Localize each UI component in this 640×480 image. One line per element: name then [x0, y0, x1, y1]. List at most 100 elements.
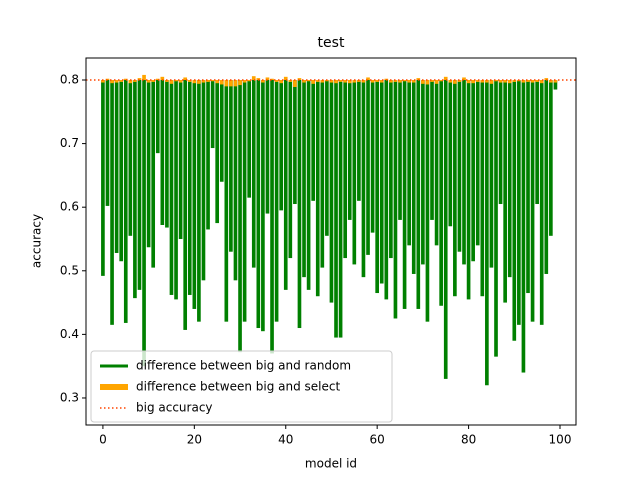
x-tick-label: 40 — [278, 433, 293, 447]
bar — [430, 80, 434, 82]
bar — [315, 80, 320, 82]
bar — [361, 80, 366, 278]
legend-label: difference between big and random — [136, 359, 351, 373]
bar — [270, 80, 274, 354]
bar — [261, 80, 265, 83]
bar — [475, 80, 480, 82]
bar — [279, 80, 284, 211]
y-axis-label: accuracy — [30, 214, 44, 268]
bar — [384, 80, 389, 300]
bar — [242, 80, 247, 83]
bar — [256, 78, 261, 81]
bar — [197, 80, 201, 84]
y-tick-label: 0.5 — [60, 263, 79, 277]
bar — [247, 80, 252, 82]
bar — [274, 80, 279, 82]
bar — [443, 76, 448, 81]
bar — [210, 80, 215, 149]
bar — [347, 80, 352, 84]
bar — [398, 80, 402, 83]
bar — [530, 80, 535, 322]
bar — [174, 80, 178, 300]
bar — [402, 80, 407, 82]
bar — [389, 80, 393, 259]
bar — [366, 80, 370, 255]
bar — [320, 80, 325, 268]
bar — [192, 80, 197, 84]
y-tick-label: 0.4 — [60, 327, 79, 341]
bar — [430, 80, 434, 220]
x-tick-label: 60 — [370, 433, 385, 447]
bar — [407, 80, 411, 83]
bar — [521, 80, 526, 83]
bar — [489, 80, 494, 268]
bar — [133, 80, 137, 299]
bar — [251, 76, 256, 81]
bar — [165, 80, 169, 82]
bar — [398, 80, 402, 220]
bar — [521, 80, 526, 373]
bar — [553, 80, 558, 83]
bar — [261, 80, 265, 332]
bar — [311, 80, 316, 201]
bar — [425, 80, 430, 322]
bar — [462, 80, 466, 265]
bar — [457, 80, 462, 252]
bar — [302, 80, 306, 278]
bar — [503, 80, 507, 303]
bar — [302, 80, 306, 83]
y-tick-label: 0.8 — [60, 73, 79, 87]
bar — [517, 80, 521, 325]
bar — [485, 80, 489, 83]
bar — [512, 80, 517, 82]
bar — [215, 80, 220, 224]
bar — [114, 80, 119, 253]
bar — [352, 80, 357, 83]
bar — [512, 80, 517, 341]
bar — [119, 80, 124, 82]
bar — [128, 80, 133, 236]
bar — [416, 78, 421, 81]
bar — [553, 80, 558, 90]
legend-label: difference between big and select — [136, 380, 340, 394]
bar — [178, 80, 183, 83]
bar — [466, 80, 471, 84]
bar — [361, 80, 366, 83]
bar — [178, 80, 183, 239]
bar — [393, 80, 398, 319]
bar — [210, 80, 215, 82]
bar — [370, 80, 375, 83]
bar — [379, 80, 384, 284]
bar — [215, 80, 220, 84]
bar — [329, 80, 334, 83]
bar — [411, 80, 416, 274]
bar — [146, 80, 151, 83]
bar — [549, 80, 553, 83]
bar — [375, 80, 379, 82]
bar — [343, 80, 347, 259]
bar — [183, 77, 188, 81]
bar — [251, 80, 256, 268]
bar — [297, 80, 302, 329]
bar — [192, 80, 197, 309]
bar — [146, 80, 151, 248]
bar — [407, 80, 411, 246]
bar — [169, 80, 174, 295]
bar — [389, 80, 393, 83]
bar — [229, 80, 233, 87]
bar — [155, 78, 160, 81]
bar — [338, 80, 343, 338]
bar — [256, 80, 261, 329]
bar — [311, 80, 316, 84]
bar — [526, 80, 530, 82]
bar — [242, 80, 247, 322]
bar — [110, 80, 114, 84]
bar — [233, 80, 238, 281]
bar — [535, 80, 539, 82]
bar — [535, 80, 539, 205]
bar — [283, 76, 288, 81]
bar — [151, 80, 156, 82]
bar — [265, 80, 270, 214]
bar — [443, 80, 448, 379]
bar — [142, 74, 146, 81]
